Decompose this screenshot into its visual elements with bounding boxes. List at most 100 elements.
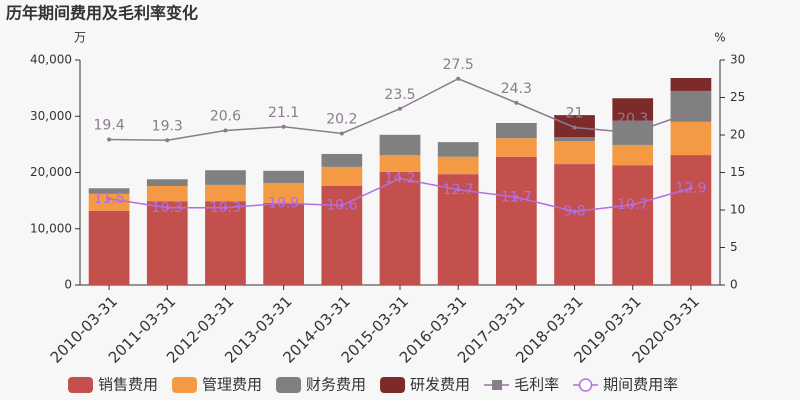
bar-segment (554, 137, 595, 141)
value-label: 14.2 (384, 171, 415, 187)
y2-tick-label: 5 (730, 240, 738, 254)
bar-segment (146, 179, 188, 186)
value-label: 9.8 (563, 204, 585, 220)
legend-swatch (276, 377, 302, 393)
legend-label: 研发费用 (410, 376, 470, 394)
bar-segment (554, 141, 595, 165)
bar-segment (496, 156, 537, 285)
bar-segment (321, 186, 363, 285)
value-label: 19.4 (94, 118, 125, 134)
line-point (572, 209, 577, 214)
bar-segment (612, 165, 654, 285)
bar-segment (146, 186, 188, 202)
value-label: 21 (566, 106, 584, 122)
line-point (688, 186, 693, 191)
y-tick-label: 20,000 (30, 165, 72, 179)
legend-marker (492, 380, 503, 390)
value-label: 10.9 (268, 195, 299, 211)
y-tick-label: 30,000 (30, 109, 72, 123)
bar-segment (88, 193, 130, 211)
bar-segment (88, 210, 130, 285)
bar-segment (496, 138, 537, 157)
value-label: 20.2 (326, 112, 357, 128)
value-label: 21.1 (268, 105, 299, 121)
value-label: 12.9 (675, 180, 706, 196)
line-point (339, 203, 344, 208)
bar-segment (379, 134, 421, 156)
bar-segment (379, 171, 421, 285)
line-point (339, 131, 344, 136)
y2-tick-label: 20 (730, 128, 745, 142)
legend-swatch (68, 377, 93, 393)
line-point (398, 106, 402, 111)
bar-segment (321, 153, 363, 167)
line-point (688, 110, 693, 115)
bar-segment (670, 155, 712, 285)
value-label: 10.3 (210, 200, 241, 216)
line-point (223, 205, 228, 210)
bar-segment (321, 166, 363, 186)
line-point (456, 187, 461, 192)
bar-segment (263, 202, 304, 285)
bar-segment (205, 170, 246, 185)
line-point (107, 196, 112, 201)
legend-marker (578, 378, 593, 392)
bar-segment (88, 188, 130, 194)
bar-segment (612, 144, 654, 166)
legend-label: 毛利率 (514, 376, 559, 394)
chart-title: 历年期间费用及毛利率变化 (6, 4, 198, 23)
bar-segment (670, 121, 712, 156)
line-point (165, 138, 170, 143)
y-tick-label: 0 (64, 278, 72, 292)
legend-swatch (380, 377, 406, 393)
line-point (630, 202, 635, 207)
line-point (514, 195, 519, 200)
line-point (398, 176, 402, 181)
y2-tick-label: 10 (730, 203, 745, 217)
bar-segment (612, 98, 654, 121)
value-label: 11.5 (94, 191, 125, 207)
bar-segment (205, 184, 246, 202)
value-label: 23 (682, 91, 700, 107)
y-unit: 万 (74, 31, 86, 45)
bar-segment (437, 174, 479, 285)
value-label: 11.7 (501, 189, 532, 205)
value-label: 27.5 (443, 57, 474, 73)
bar-segment (554, 164, 595, 285)
line-point (456, 76, 461, 81)
line-point (281, 201, 286, 206)
value-label: 10.6 (326, 198, 357, 214)
value-label: 23.5 (384, 87, 415, 103)
y2-unit: % (714, 31, 725, 45)
y2-tick-label: 0 (730, 278, 738, 292)
y2-tick-label: 30 (730, 53, 745, 67)
line-point (107, 137, 112, 142)
bar-segment (146, 201, 188, 285)
legend-swatch (172, 377, 198, 393)
bar-segment (496, 123, 537, 139)
line-point (514, 100, 519, 105)
y-tick-label: 40,000 (30, 53, 72, 67)
value-label: 20.6 (210, 109, 241, 125)
bar-segment (670, 78, 712, 91)
legend-label: 期间费用率 (603, 376, 678, 394)
line-point (281, 124, 286, 129)
value-label: 10.7 (617, 197, 648, 213)
line-point (572, 125, 577, 130)
legend-label: 管理费用 (202, 376, 262, 394)
line-point (165, 205, 170, 210)
legend-label: 销售费用 (98, 376, 158, 394)
line-point (223, 128, 228, 133)
bar-segment (437, 142, 479, 157)
value-label: 10.3 (152, 200, 183, 216)
y-tick-label: 10,000 (30, 221, 72, 235)
value-label: 24.3 (501, 81, 532, 97)
bar-segment (205, 201, 246, 285)
value-label: 12.7 (443, 182, 474, 198)
bar-segment (263, 170, 304, 184)
value-label: 20.3 (617, 111, 648, 127)
y2-tick-label: 25 (730, 90, 745, 104)
bar-segment (379, 155, 421, 172)
y2-tick-label: 15 (730, 165, 745, 179)
